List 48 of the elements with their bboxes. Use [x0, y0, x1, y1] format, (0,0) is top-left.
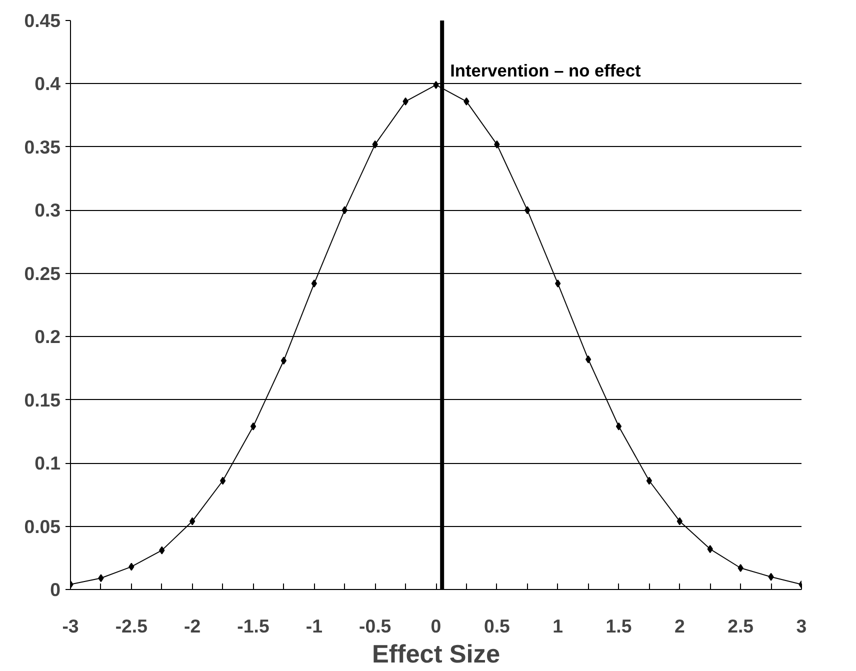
point — [311, 280, 317, 288]
x-tick-label: 2.5 — [728, 616, 754, 636]
point — [190, 517, 196, 526]
x-tick-label: 0 — [430, 616, 442, 636]
x-tick-label: -1.5 — [237, 616, 270, 636]
point — [250, 422, 256, 430]
point — [433, 80, 439, 89]
point — [646, 476, 652, 485]
point — [280, 356, 287, 365]
y-tick-label: 0.2 — [34, 326, 61, 348]
point — [768, 572, 774, 581]
y-tick-label: 0.3 — [34, 200, 61, 221]
y-tick-label: 0.25 — [24, 262, 60, 284]
y-tick-label: 0.15 — [24, 389, 60, 410]
point — [372, 140, 378, 148]
point — [707, 545, 713, 554]
x-tick-label: -0.5 — [359, 616, 392, 636]
point — [676, 517, 682, 526]
point — [738, 564, 744, 572]
x-tick-label: 1.5 — [606, 616, 632, 636]
x-tick-label: -3 — [62, 616, 79, 636]
ref-line-label: Intervention – no effect — [450, 60, 641, 80]
point — [402, 97, 408, 106]
x-tick-label: 3 — [796, 616, 807, 636]
x-tick-label: -1 — [306, 616, 322, 636]
y-tick-label: 0.4 — [34, 73, 62, 94]
y-tick-label: 0.35 — [24, 136, 60, 158]
point — [555, 280, 561, 288]
y-tick-label: 0.1 — [34, 452, 61, 474]
x-axis-title: Effect Size — [372, 640, 500, 668]
point — [98, 574, 104, 582]
y-tick-label: 0 — [50, 579, 61, 600]
x-tick-label: -2.5 — [115, 616, 148, 636]
point — [464, 97, 470, 106]
x-tick-label: -2 — [184, 616, 201, 636]
point — [585, 355, 592, 364]
x-tick-label: 1 — [552, 616, 564, 636]
point — [128, 562, 134, 571]
point — [524, 206, 530, 214]
point — [494, 140, 500, 148]
y-tick-label: 0.05 — [24, 516, 60, 537]
y-tick-label: 0.45 — [24, 10, 60, 31]
point — [159, 546, 165, 554]
point — [342, 206, 348, 214]
x-tick-label: 0.5 — [484, 616, 510, 636]
point — [616, 422, 622, 430]
point — [220, 476, 226, 485]
x-tick-label: 2 — [674, 616, 685, 636]
